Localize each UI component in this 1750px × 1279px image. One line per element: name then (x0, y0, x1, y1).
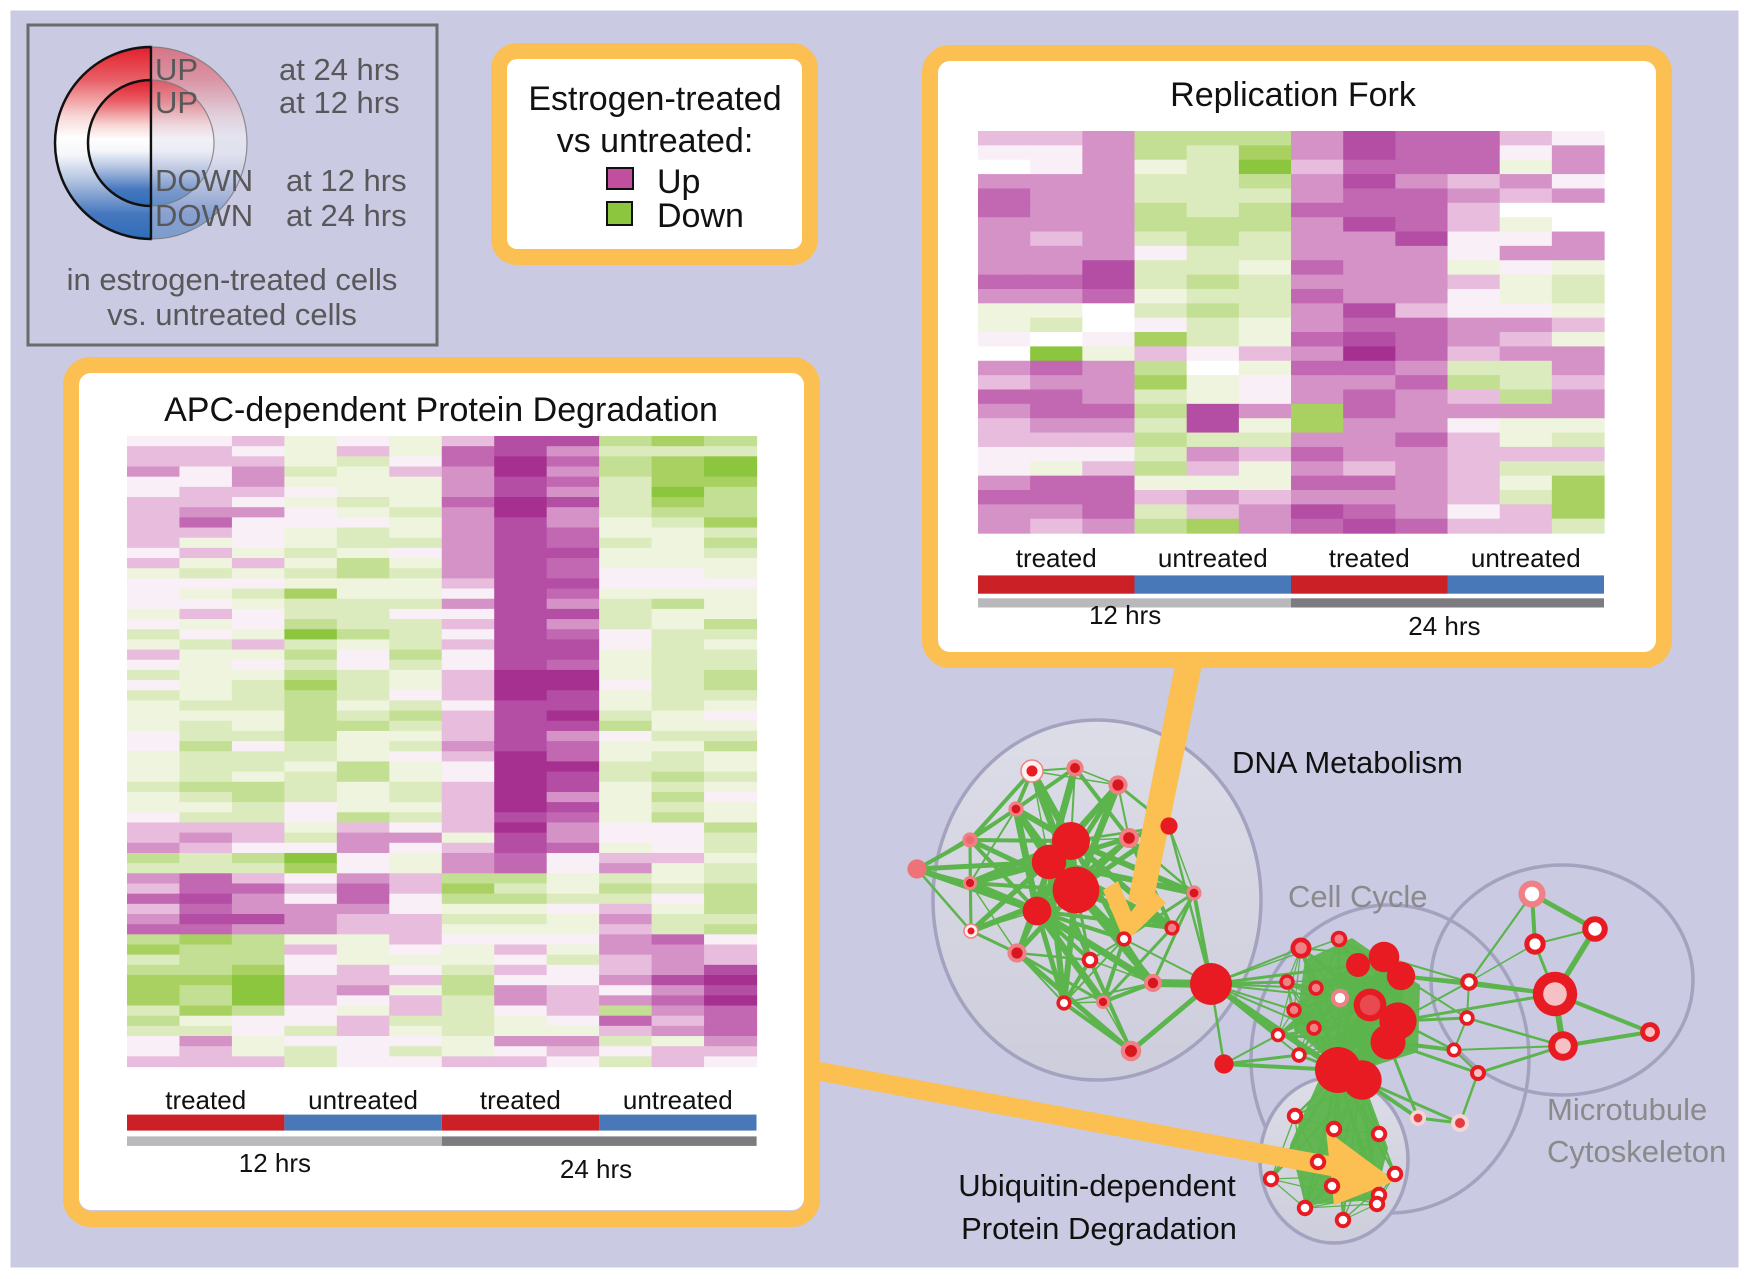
svg-text:Ubiquitin-dependent: Ubiquitin-dependent (958, 1168, 1236, 1203)
svg-text:Replication Fork: Replication Fork (1170, 76, 1417, 114)
svg-text:treated: treated (1329, 543, 1410, 573)
svg-text:12 hrs: 12 hrs (239, 1148, 311, 1178)
svg-text:Cell Cycle: Cell Cycle (1288, 879, 1428, 914)
svg-text:treated: treated (1016, 543, 1097, 573)
svg-text:untreated: untreated (308, 1085, 418, 1115)
svg-text:untreated: untreated (623, 1085, 733, 1115)
svg-text:untreated: untreated (1471, 543, 1581, 573)
svg-text:APC-dependent Protein Degradat: APC-dependent Protein Degradation (164, 391, 718, 429)
svg-text:UP: UP (155, 85, 198, 120)
svg-text:vs. untreated cells: vs. untreated cells (107, 297, 357, 332)
svg-text:untreated: untreated (1158, 543, 1268, 573)
svg-text:24 hrs: 24 hrs (560, 1154, 632, 1184)
svg-text:Up: Up (657, 163, 700, 201)
svg-text:treated: treated (165, 1085, 246, 1115)
svg-text:in estrogen-treated cells: in estrogen-treated cells (67, 262, 398, 297)
svg-text:DNA Metabolism: DNA Metabolism (1232, 745, 1463, 780)
svg-text:Estrogen-treated: Estrogen-treated (528, 80, 781, 118)
svg-text:Cytoskeleton: Cytoskeleton (1547, 1134, 1726, 1169)
svg-text:DOWN: DOWN (155, 198, 253, 233)
svg-text:at 24 hrs: at 24 hrs (279, 52, 400, 87)
svg-text:at 12 hrs: at 12 hrs (286, 163, 407, 198)
svg-text:12 hrs: 12 hrs (1089, 600, 1161, 630)
svg-text:vs untreated:: vs untreated: (557, 122, 754, 160)
svg-text:at 12 hrs: at 12 hrs (279, 85, 400, 120)
svg-text:DOWN: DOWN (155, 163, 253, 198)
svg-text:Down: Down (657, 197, 744, 235)
svg-text:at 24 hrs: at 24 hrs (286, 198, 407, 233)
svg-text:Protein Degradation: Protein Degradation (961, 1211, 1237, 1246)
svg-text:24 hrs: 24 hrs (1408, 611, 1480, 641)
svg-text:UP: UP (155, 52, 198, 87)
svg-text:Microtubule: Microtubule (1547, 1092, 1707, 1127)
svg-text:treated: treated (480, 1085, 561, 1115)
